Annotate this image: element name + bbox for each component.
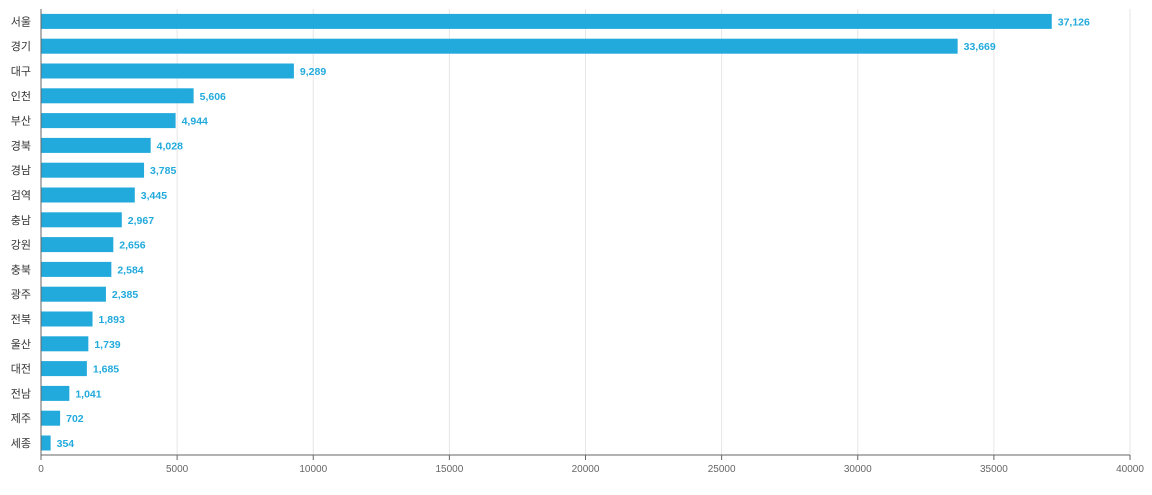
category-label: 강원 [11,239,31,252]
x-tick-label: 40000 [1116,464,1144,475]
category-label: 제주 [11,412,31,425]
category-label: 경남 [11,164,31,177]
bar [41,137,151,153]
bar [41,212,122,228]
x-tick-label: 0 [38,464,44,475]
bar [41,38,958,54]
bar [41,13,1052,29]
x-axis-ticks: 0 5000 10000 15000 20000 25000 30000 35000 40000 [38,455,1144,475]
x-tick-label: 5000 [166,464,189,475]
bar [41,237,114,253]
x-tick-label: 25000 [708,464,736,475]
value-label: 2,656 [119,240,145,252]
category-label: 부산 [11,115,31,128]
category-label: 대구 [11,65,31,78]
value-label: 4,944 [182,116,208,128]
value-label: 1,739 [94,339,120,351]
bar [41,187,135,203]
bar [41,113,176,129]
bar [41,311,93,327]
category-label: 충북 [11,263,31,276]
category-label: 울산 [11,338,31,351]
bar [41,435,51,451]
category-label: 광주 [11,288,31,301]
x-tick-label: 35000 [980,464,1008,475]
category-label: 경북 [11,139,31,152]
value-label: 37,126 [1058,16,1090,28]
value-label: 1,041 [75,388,101,400]
category-label: 검역 [11,189,31,202]
x-tick-label: 30000 [844,464,872,475]
bar [41,88,194,104]
category-label: 서울 [11,15,31,28]
bar [41,261,112,277]
category-label: 전남 [11,387,31,400]
bar [41,410,61,426]
value-label: 2,584 [117,264,143,276]
category-label: 전북 [11,313,31,326]
value-label: 9,289 [300,66,326,78]
category-label: 경기 [11,40,31,53]
x-tick-label: 15000 [435,464,463,475]
category-label: 충남 [11,214,31,227]
x-tick-label: 20000 [572,464,600,475]
value-label: 702 [66,413,84,425]
bar [41,162,145,178]
bars [41,13,1052,451]
value-labels: 37,126 33,669 9,289 5,606 4,944 4,028 3,785 3,4… [57,16,1090,450]
value-label: 1,893 [99,314,125,326]
value-label: 354 [57,438,75,450]
category-label: 세종 [11,437,31,450]
bar [41,385,70,401]
category-label: 인천 [11,89,31,103]
value-label: 2,385 [112,289,138,301]
value-label: 4,028 [157,140,183,152]
bar [41,63,294,79]
value-label: 1,685 [93,364,119,376]
value-label: 3,445 [141,190,167,202]
value-label: 2,967 [128,215,154,227]
x-tick-label: 10000 [299,464,327,475]
value-label: 33,669 [964,41,996,53]
bar [41,336,89,352]
category-label: 대전 [11,363,31,376]
value-label: 3,785 [150,165,176,177]
bar [41,286,106,302]
bar [41,361,87,377]
value-label: 5,606 [200,91,226,103]
gridlines [176,9,1131,455]
